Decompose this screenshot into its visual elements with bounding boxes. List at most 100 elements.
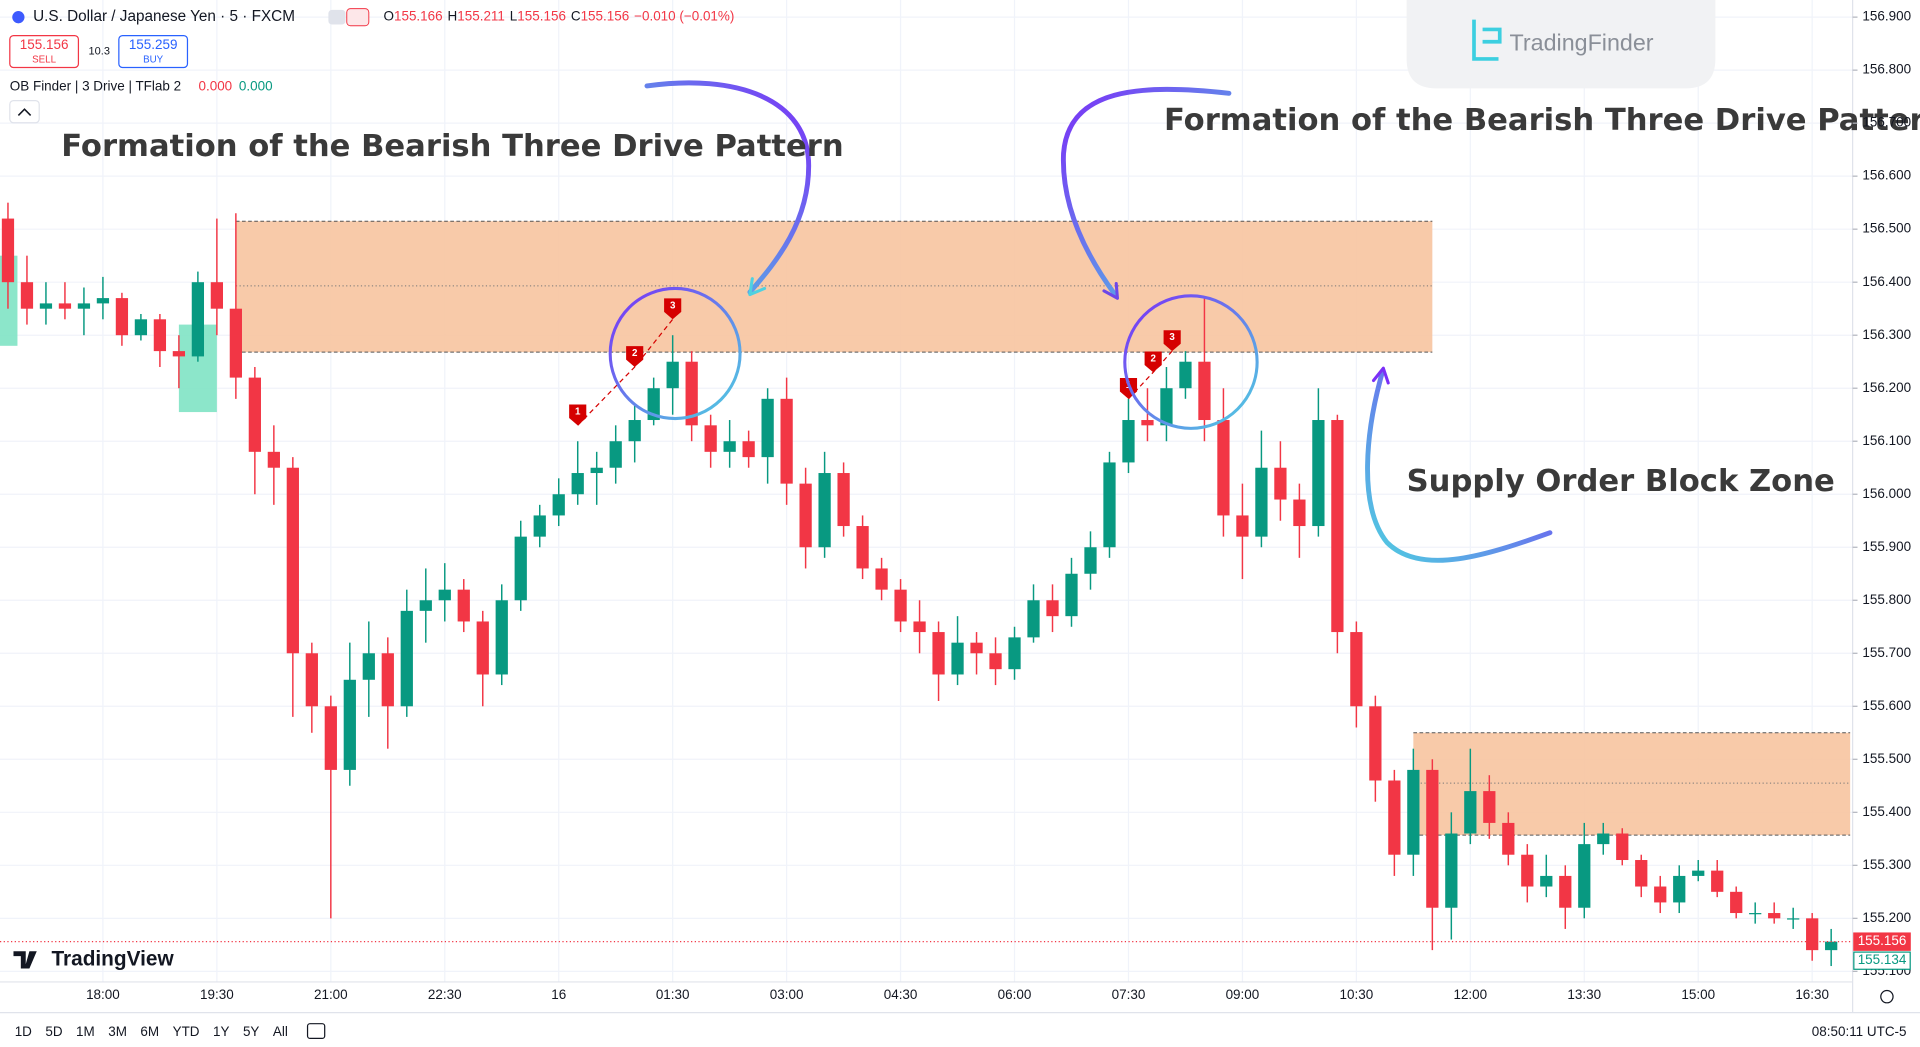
x-tick-label: 15:00 bbox=[1681, 987, 1715, 1002]
drive-label: 1 bbox=[575, 406, 581, 417]
ohlc-change: −0.010 (−0.01%) bbox=[634, 9, 734, 24]
y-tick-label: 155.600 bbox=[1862, 698, 1911, 713]
period-button[interactable]: 5Y bbox=[243, 1024, 259, 1039]
candle-body bbox=[666, 361, 679, 389]
candle-body bbox=[77, 303, 91, 309]
candle-body bbox=[1160, 388, 1173, 426]
candle-body bbox=[1, 218, 15, 283]
candle-body bbox=[1179, 361, 1192, 389]
brand-name: TradingFinder bbox=[1510, 29, 1654, 55]
x-tick-label: 06:00 bbox=[998, 987, 1032, 1002]
candle-body bbox=[1426, 769, 1439, 908]
period-button[interactable]: 1M bbox=[76, 1024, 95, 1039]
tv-name: TradingView bbox=[51, 947, 174, 970]
drive-label: 2 bbox=[1150, 353, 1156, 364]
candle-body bbox=[628, 420, 641, 442]
y-tick-label: 155.900 bbox=[1862, 539, 1911, 554]
candle-body bbox=[438, 589, 451, 601]
y-tick-label: 155.500 bbox=[1862, 751, 1911, 766]
candle-body bbox=[723, 441, 736, 452]
candle-body bbox=[913, 621, 926, 633]
ohlc-key: C bbox=[571, 9, 581, 24]
arrow-head bbox=[1102, 282, 1119, 300]
candle-body bbox=[742, 441, 755, 458]
candle-body bbox=[495, 600, 508, 675]
candle-body bbox=[381, 653, 394, 707]
period-button[interactable]: YTD bbox=[173, 1024, 200, 1039]
candle-body bbox=[1502, 822, 1515, 855]
status-icon bbox=[328, 9, 346, 25]
candle-body bbox=[1236, 515, 1249, 537]
x-tick-label: 18:00 bbox=[86, 987, 120, 1002]
sell-button[interactable] bbox=[9, 34, 80, 69]
candle-body bbox=[1597, 833, 1610, 845]
ohlc-value: 155.166 bbox=[394, 9, 443, 24]
arrow bbox=[1365, 370, 1553, 563]
period-button[interactable]: 6M bbox=[140, 1024, 159, 1039]
candle-body bbox=[780, 398, 793, 484]
period-button[interactable]: 3M bbox=[108, 1024, 127, 1039]
candle-body bbox=[1046, 600, 1059, 617]
candle-body bbox=[685, 361, 698, 426]
indicator-value: 0.000 bbox=[239, 79, 273, 94]
period-button[interactable]: 1Y bbox=[213, 1024, 229, 1039]
candle-body bbox=[248, 377, 261, 452]
drive-marker bbox=[626, 346, 644, 368]
buy-button[interactable] bbox=[118, 34, 189, 69]
zone bbox=[1413, 732, 1851, 836]
candle-body bbox=[286, 467, 299, 654]
annotation: Formation of the Bearish Three Drive Pat… bbox=[61, 129, 843, 164]
x-tick-label: 03:00 bbox=[770, 987, 804, 1002]
y-tick-label: 156.400 bbox=[1862, 274, 1911, 289]
x-tick-label: 09:00 bbox=[1226, 987, 1260, 1002]
candle-body bbox=[1198, 361, 1211, 421]
candle-body bbox=[191, 282, 205, 357]
candle-body bbox=[818, 473, 831, 548]
candle-body bbox=[39, 303, 53, 309]
y-tick-label: 155.700 bbox=[1862, 645, 1911, 660]
highlight-circle bbox=[1123, 294, 1259, 430]
ohlc-legend: O 155.166 H 155.211 L 155.156 C 155.156 −0.010 (… bbox=[384, 9, 735, 24]
ohlc-value: 155.211 bbox=[457, 9, 505, 24]
symbol-title: U.S. Dollar / Japanese Yen · 5 · FXCM bbox=[33, 8, 295, 25]
x-tick-label: 04:30 bbox=[884, 987, 918, 1002]
x-tick-label: 13:30 bbox=[1567, 987, 1601, 1002]
date-range-icon[interactable] bbox=[306, 1023, 326, 1040]
candle-body bbox=[571, 473, 584, 495]
zone bbox=[235, 221, 1433, 353]
candle-body bbox=[1274, 467, 1287, 500]
indicator-name: OB Finder | 3 Drive | TFlab 2 bbox=[10, 79, 181, 94]
candle-body bbox=[1483, 791, 1496, 823]
period-button[interactable]: All bbox=[273, 1024, 288, 1039]
x-tick-label: 16 bbox=[551, 987, 566, 1002]
drive-marker bbox=[1144, 351, 1162, 373]
collapse-button[interactable] bbox=[9, 100, 40, 124]
period-button[interactable]: 5D bbox=[45, 1024, 62, 1039]
ohlc-key: H bbox=[448, 9, 458, 24]
candle-body bbox=[1141, 420, 1154, 426]
x-tick-label: 22:30 bbox=[428, 987, 462, 1002]
candle-body bbox=[457, 589, 470, 622]
candle-body bbox=[932, 632, 945, 675]
candle-body bbox=[1616, 833, 1629, 861]
candle-body bbox=[134, 319, 148, 336]
candle-body bbox=[1008, 637, 1021, 670]
candle-body bbox=[951, 642, 964, 675]
candle-body bbox=[1350, 632, 1363, 707]
candle-body bbox=[704, 425, 717, 452]
candle-body bbox=[1521, 854, 1534, 887]
ohlc-value: 155.156 bbox=[517, 9, 566, 24]
candle-body bbox=[400, 610, 413, 707]
candle-body bbox=[229, 308, 242, 378]
y-tick-label: 155.800 bbox=[1862, 592, 1911, 607]
tv-logo bbox=[13, 951, 37, 969]
y-tick-label: 156.800 bbox=[1862, 62, 1911, 77]
annotation: Formation of the Bearish Three Drive Pat… bbox=[1164, 103, 1920, 138]
candle-body bbox=[894, 589, 907, 622]
candle-body bbox=[1787, 918, 1800, 920]
candle-body bbox=[115, 298, 129, 336]
settings-icon[interactable] bbox=[1880, 989, 1894, 1004]
period-button[interactable]: 1D bbox=[15, 1024, 32, 1039]
